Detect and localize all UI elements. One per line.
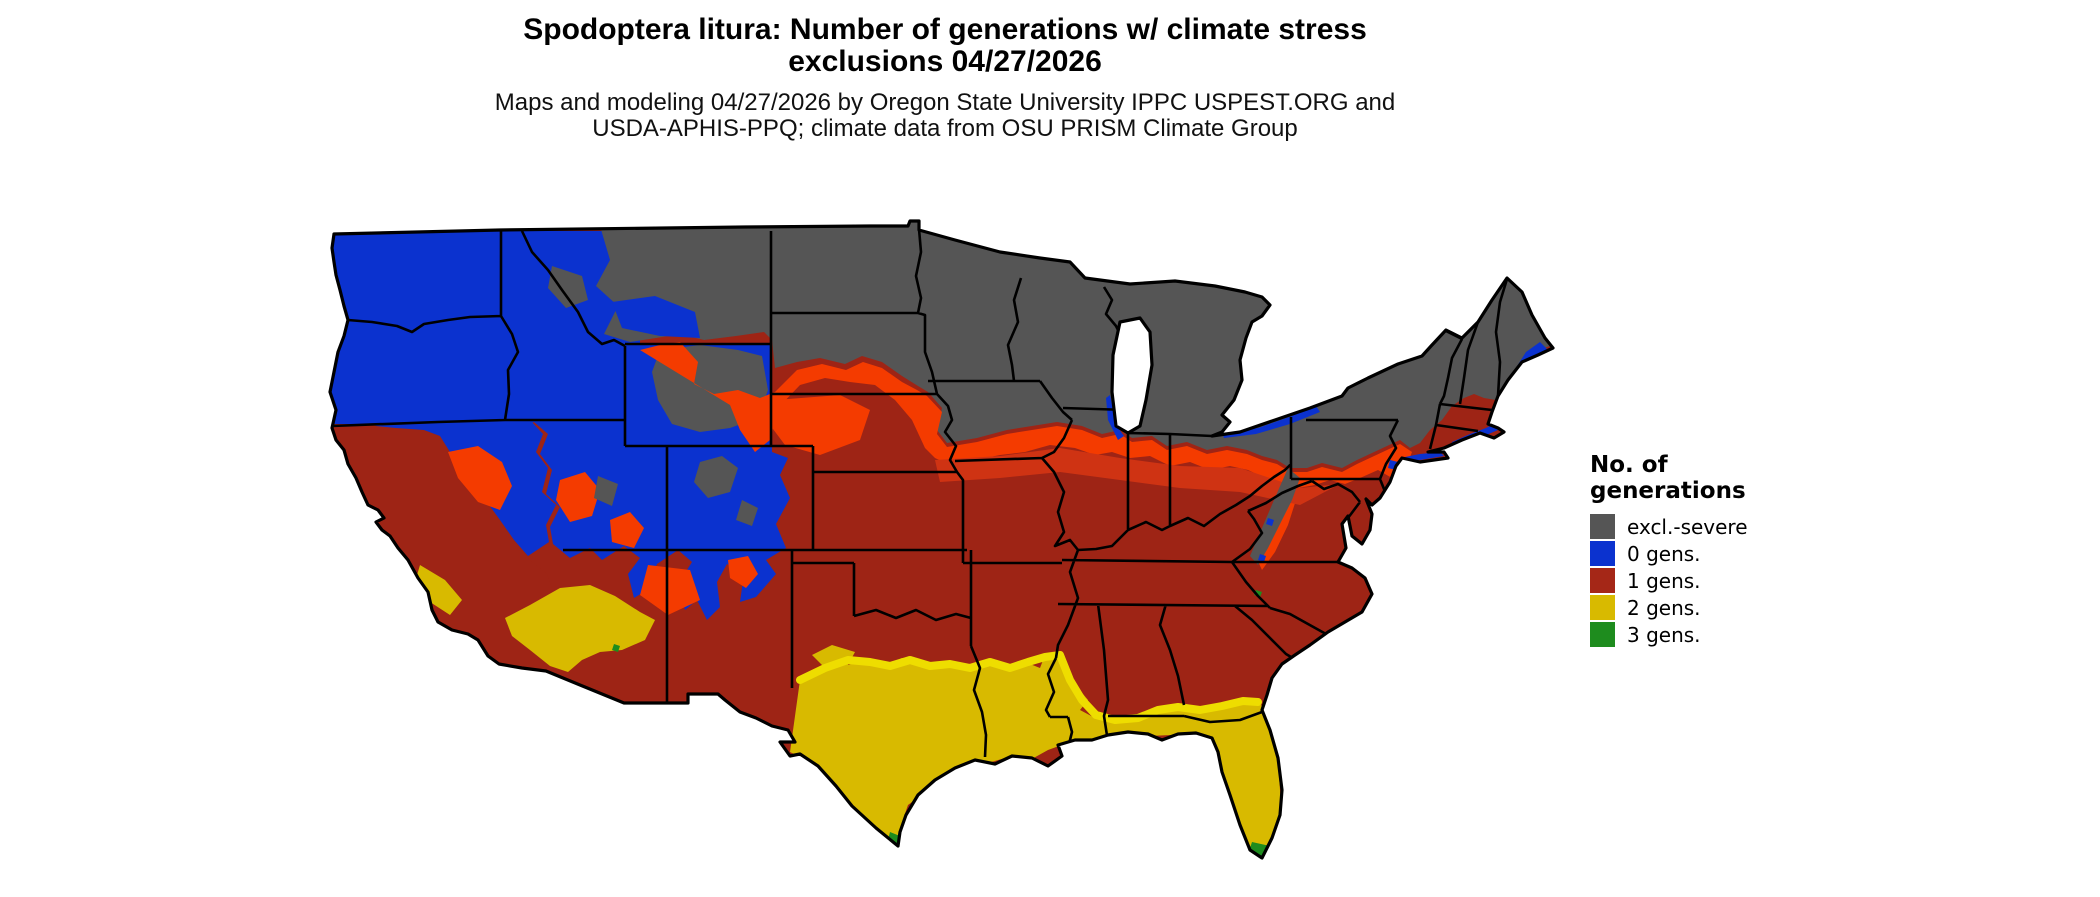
region-excl-mountains [548, 266, 768, 526]
legend-row-0gens: 0 gens. [1590, 540, 1850, 567]
legend-row-3gens: 3 gens. [1590, 621, 1850, 648]
legend-swatch-1gens [1590, 568, 1615, 593]
subtitle-block: Maps and modeling 04/27/2026 by Oregon S… [0, 90, 1890, 142]
region-0gens-montana [612, 296, 700, 338]
region-0gens-west [330, 231, 790, 620]
region-2gens-desert [415, 565, 655, 672]
title-block: Spodoptera litura: Number of generations… [0, 14, 1890, 78]
us-outline [328, 219, 1555, 860]
legend-swatch-2gens [1590, 595, 1615, 620]
map-raster-layers [330, 221, 1553, 858]
legend-title-line2: generations [1590, 478, 1746, 504]
region-1gens-transition [935, 448, 1340, 505]
legend-swatch-3gens [1590, 622, 1615, 647]
map-legend: No. of generations excl.-severe 0 gens. … [1590, 452, 1850, 648]
legend-label-excl-severe: excl.-severe [1627, 514, 1748, 539]
region-excl-appalachia [1250, 468, 1300, 565]
legend-row-2gens: 2 gens. [1590, 594, 1850, 621]
legend-label-1gens: 1 gens. [1627, 568, 1701, 593]
region-2gens-bright-edge [796, 651, 1262, 724]
subtitle-line1: Maps and modeling 04/27/2026 by Oregon S… [494, 89, 1396, 116]
legend-row-1gens: 1 gens. [1590, 567, 1850, 594]
region-1gens-california [330, 424, 556, 671]
legend-title-line1: No. of [1590, 452, 1668, 478]
legend-title: No. of generations [1590, 452, 1850, 504]
page-title-line1: Spodoptera litura: Number of generations… [523, 13, 1367, 46]
region-warm-band [640, 342, 1412, 488]
legend-row-excl-severe: excl.-severe [1590, 513, 1850, 540]
region-2gens-south [790, 645, 1282, 858]
legend-label-3gens: 3 gens. [1627, 622, 1701, 647]
page-title-line2: exclusions 04/27/2026 [788, 45, 1102, 78]
legend-label-2gens: 2 gens. [1627, 595, 1701, 620]
legend-swatch-excl-severe [1590, 514, 1615, 539]
region-warm-nevada [448, 446, 644, 548]
legend-label-0gens: 0 gens. [1627, 541, 1701, 566]
legend-swatch-0gens [1590, 541, 1615, 566]
region-0gens-sierra [365, 420, 556, 556]
subtitle-line2: USDA-APHIS-PPQ; climate data from OSU PR… [592, 115, 1298, 142]
region-warm-lobes [640, 395, 1296, 615]
